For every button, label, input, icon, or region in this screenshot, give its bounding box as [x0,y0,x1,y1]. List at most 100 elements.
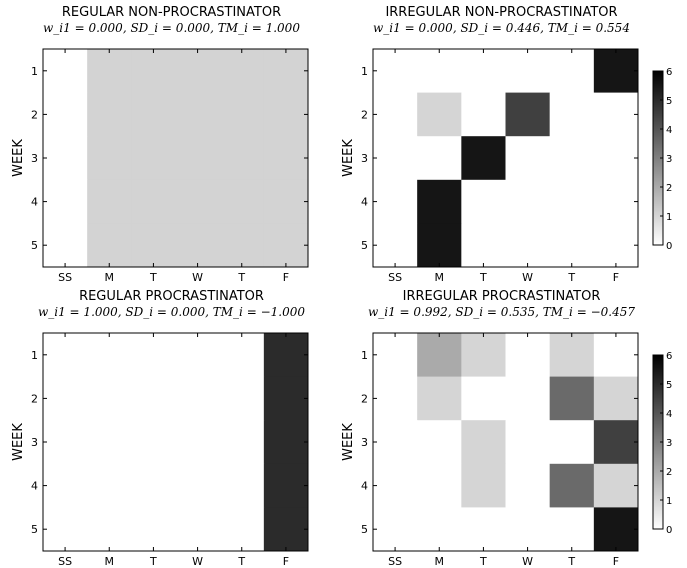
panel-irregular-procrastinator: IRREGULAR PROCRASTINATOR w_i1 = 0.992, S… [330,284,673,568]
panel-title: IRREGULAR NON-PROCRASTINATOR [385,5,618,20]
colorbar-tick-label: 1 [666,212,672,223]
y-tick-label: 3 [31,152,38,165]
heatmap-cell [417,136,462,181]
heatmap-cell [417,420,462,465]
heatmap-cell [131,223,176,268]
colorbar-tick-label: 4 [666,125,672,136]
heatmap-cell [373,420,418,465]
heatmap-cell [219,463,265,508]
heatmap-cell [461,507,506,552]
heatmap-cell [219,376,265,421]
heatmap-cell [549,92,595,137]
panel-subtitle: w_i1 = 0.000, SD_i = 0.000, TM_i = 1.000 [43,21,300,35]
x-tick-label: T [479,271,487,284]
heatmap-cell [417,92,462,137]
heatmap-cell [43,376,88,421]
heatmap-cell [131,136,176,181]
heatmap-cell [131,463,176,508]
heatmap-cell [87,420,132,465]
x-tick-label: W [192,271,203,284]
x-tick-label: W [522,555,533,568]
heatmap-cell [417,463,462,508]
x-tick-label: SS [58,555,72,568]
heatmap-cell [549,376,595,421]
heatmap-cell [263,92,309,137]
x-tick-label: F [613,271,619,284]
heatmap-cell [373,49,418,93]
heatmap-cell [461,333,506,377]
y-axis-label: WEEK [341,139,356,177]
heatmap-cell [131,333,176,377]
heatmap-cell [593,376,639,421]
heatmap-cell [593,420,639,465]
heatmap-cell [43,49,88,93]
heatmap-cell [87,463,132,508]
x-tick-label: T [237,271,245,284]
heatmap-cell [461,420,506,465]
heatmap-cell [505,49,551,93]
heatmap-cell [461,136,506,181]
heatmap-cell [175,223,221,268]
x-tick-label: M [435,555,445,568]
heatmap-cell [593,333,639,377]
heatmap-svg: SS M T W T F 1 2 3 4 5 WEEK [11,48,309,284]
heatmap-cell [417,179,462,224]
heatmap-cell [219,49,265,93]
y-tick-label: 1 [31,65,38,78]
x-tick-label: M [435,271,445,284]
heatmap-cell [131,507,176,552]
heatmap-cell [219,333,265,377]
panel-subtitle: w_i1 = 1.000, SD_i = 0.000, TM_i = −1.00… [38,305,305,319]
heatmap-cell [505,376,551,421]
heatmap-cell [373,507,418,552]
colorbar-tick-label: 5 [666,96,672,107]
heatmap-cell [373,92,418,137]
y-tick-label: 5 [31,523,38,536]
heatmap-cell [417,376,462,421]
x-tick-label: F [283,271,289,284]
heatmap-cell [593,463,639,508]
y-tick-label: 4 [31,196,38,209]
heatmap-cell [505,179,551,224]
colorbar-tick-label: 0 [666,241,672,252]
colorbar-tick-label: 1 [666,496,672,507]
heatmap-cell [175,49,221,93]
panel-title: REGULAR PROCRASTINATOR [79,289,264,304]
heatmap-cell [131,179,176,224]
heatmap-cell [263,179,309,224]
heatmap-cell [175,376,221,421]
y-axis-label: WEEK [341,423,356,461]
x-tick-label: T [149,555,157,568]
panel-regular-procrastinator: REGULAR PROCRASTINATOR w_i1 = 1.000, SD_… [0,284,343,568]
x-tick-label: T [149,271,157,284]
heatmap-cell [263,136,309,181]
heatmap-cell [87,136,132,181]
heatmap-cell [175,420,221,465]
heatmap-cell [373,223,418,268]
heatmap-cell [461,223,506,268]
y-tick-label: 4 [361,196,368,209]
y-tick-label: 5 [361,239,368,252]
y-tick-label: 5 [31,239,38,252]
heatmap-cell [549,179,595,224]
heatmap-cell [87,376,132,421]
heatmap-cell [219,92,265,137]
colorbar-tick-label: 6 [666,351,672,362]
heatmap-cell [87,333,132,377]
heatmap-cell [131,49,176,93]
y-tick-label: 3 [31,436,38,449]
x-tick-label: T [567,271,575,284]
heatmap-cell [263,49,309,93]
heatmap-cell [43,333,88,377]
colorbar-tick-label: 3 [666,154,672,165]
x-tick-label: SS [388,555,402,568]
heatmap-cell [461,92,506,137]
heatmap-cell [263,463,309,508]
heatmap-svg: SS M T W T F 1 2 3 4 5 WEEK 0 1 2 3 4 5 6 [341,48,672,284]
heatmap-cell [175,179,221,224]
colorbar-tick-label: 0 [666,525,672,536]
heatmap-cell [461,376,506,421]
heatmap-cell [549,136,595,181]
heatmap-cell [43,463,88,508]
heatmap-cell [87,223,132,268]
